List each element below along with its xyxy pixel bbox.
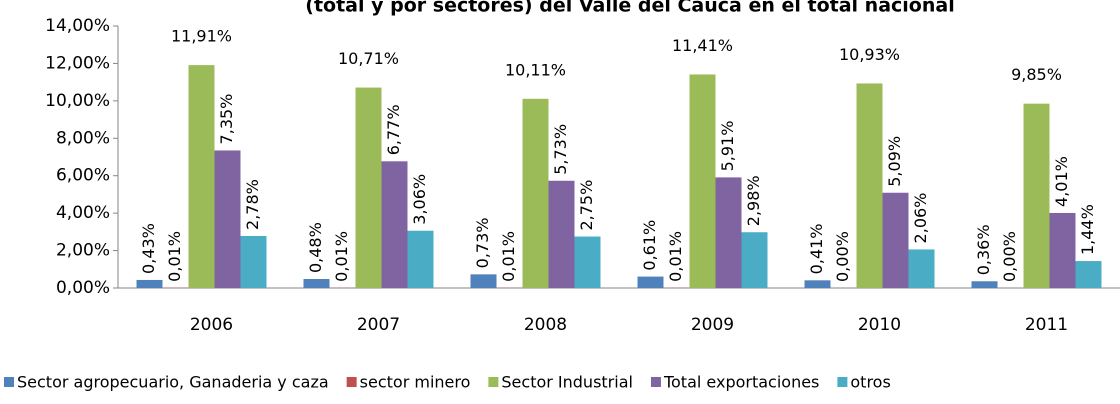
legend-label: Total exportaciones — [663, 373, 819, 392]
legend-swatch — [837, 377, 847, 387]
legend-label: Sector Industrial — [501, 373, 633, 392]
bar — [690, 74, 716, 288]
y-tick-label: 12,00% — [45, 53, 110, 73]
data-label: 7,35% — [217, 94, 236, 145]
data-label: 0,61% — [640, 220, 659, 271]
legend-label: Sector agropecuario, Ganaderia y caza — [17, 373, 329, 392]
bar — [883, 193, 909, 288]
legend-swatch — [347, 377, 357, 387]
data-label: 11,91% — [171, 27, 232, 46]
data-label: 2,06% — [911, 193, 930, 244]
data-label: 0,00% — [833, 231, 852, 282]
bar — [909, 249, 935, 288]
bar — [716, 177, 742, 288]
bar — [1024, 104, 1050, 288]
x-tick-label: 2010 — [858, 315, 901, 335]
bar — [1050, 213, 1076, 288]
data-label: 0,41% — [807, 223, 826, 274]
data-label: 3,06% — [410, 174, 429, 225]
data-label: 9,85% — [1011, 65, 1062, 84]
legend-swatch — [651, 377, 661, 387]
x-tick-label: 2006 — [190, 315, 233, 335]
bar — [1076, 261, 1102, 288]
bar — [189, 65, 215, 288]
data-label: 0,36% — [974, 224, 993, 275]
y-tick-label: 10,00% — [45, 91, 110, 111]
data-label: 10,11% — [505, 60, 566, 79]
data-label: 0,73% — [473, 218, 492, 269]
data-label: 0,00% — [1000, 231, 1019, 282]
data-label: 0,48% — [306, 222, 325, 273]
bar — [549, 181, 575, 288]
x-tick-label: 2011 — [1025, 315, 1068, 335]
bar — [523, 99, 549, 288]
bar — [241, 236, 267, 288]
legend-swatch — [4, 377, 14, 387]
data-label: 2,98% — [744, 175, 763, 226]
data-label: 10,93% — [839, 45, 900, 64]
data-label: 5,09% — [885, 136, 904, 187]
bar — [857, 83, 883, 288]
bar — [304, 279, 330, 288]
bar — [742, 232, 768, 288]
data-label: 0,01% — [666, 231, 685, 282]
bar — [575, 237, 601, 288]
bar — [382, 161, 408, 288]
y-tick-label: 0,00% — [56, 278, 110, 298]
data-label: 1,44% — [1078, 204, 1097, 255]
data-label: 2,75% — [577, 180, 596, 231]
x-tick-label: 2009 — [691, 315, 734, 335]
legend-label: otros — [850, 373, 890, 392]
bar — [356, 88, 382, 288]
data-label: 5,73% — [551, 124, 570, 175]
bar — [638, 277, 664, 288]
y-tick-label: 2,00% — [56, 241, 110, 261]
bar — [137, 280, 163, 288]
data-label: 0,43% — [139, 223, 158, 274]
bar — [805, 280, 831, 288]
data-label: 0,01% — [165, 231, 184, 282]
data-label: 11,41% — [672, 36, 733, 55]
data-label: 5,91% — [718, 121, 737, 172]
x-tick-label: 2008 — [524, 315, 567, 335]
data-label: 2,78% — [243, 179, 262, 230]
y-tick-label: 4,00% — [56, 203, 110, 223]
y-tick-label: 14,00% — [45, 16, 110, 36]
data-label: 0,01% — [499, 231, 518, 282]
data-label: 10,71% — [338, 49, 399, 68]
legend-label: sector minero — [360, 373, 471, 392]
y-tick-label: 8,00% — [56, 128, 110, 148]
bar — [972, 281, 998, 288]
bar — [215, 150, 241, 288]
bar — [408, 231, 434, 288]
data-label: 4,01% — [1052, 156, 1071, 207]
bar — [471, 274, 497, 288]
x-tick-label: 2007 — [357, 315, 400, 335]
y-tick-label: 6,00% — [56, 166, 110, 186]
data-label: 6,77% — [384, 104, 403, 155]
legend-swatch — [488, 377, 498, 387]
chart-title: (total y por sectores) del Valle del Cau… — [305, 0, 954, 17]
data-label: 0,01% — [332, 231, 351, 282]
